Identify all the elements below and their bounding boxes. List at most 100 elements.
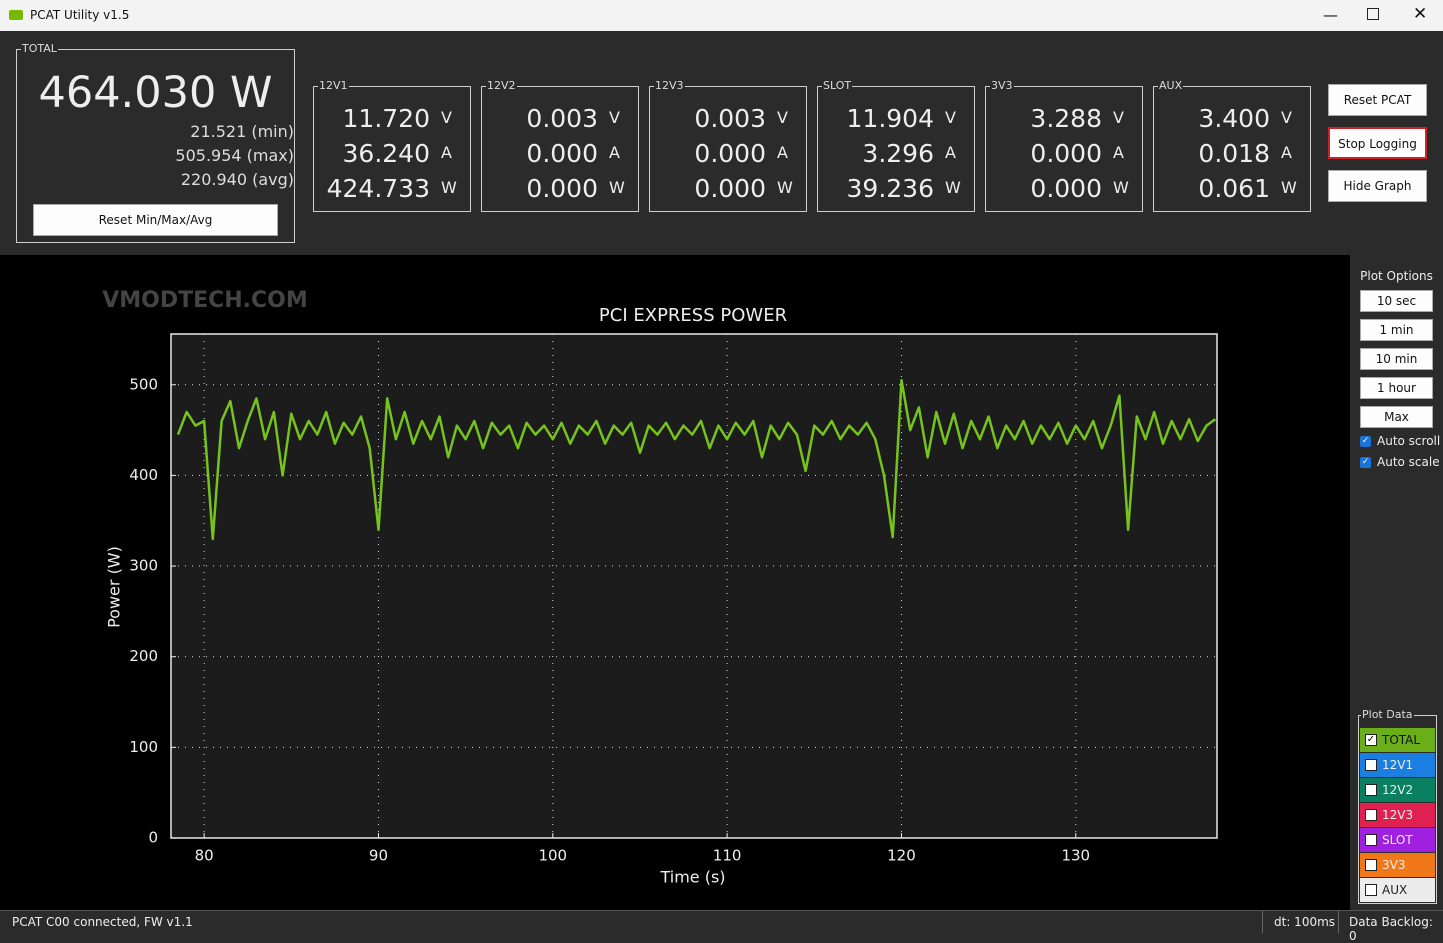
item-label: TOTAL	[1382, 733, 1421, 747]
channel-reading: 3.400	[1198, 104, 1270, 133]
status-backlog: Data Backlog: 0	[1349, 915, 1433, 943]
item-label: 12V1	[1382, 758, 1414, 772]
channel-reading: 0.003	[694, 104, 766, 133]
plot-data-item[interactable]: 12V2	[1360, 778, 1435, 802]
y-tick-label: 200	[129, 647, 158, 665]
chart-title: PCI EXPRESS POWER	[599, 305, 787, 326]
plot-data-item[interactable]: SLOT	[1360, 828, 1435, 852]
channel-reading: 3.296	[862, 139, 934, 168]
channel-name: 12V1	[318, 79, 349, 92]
range-button[interactable]: 10 min	[1360, 348, 1433, 370]
total-min: 21.521 (min)	[190, 122, 294, 141]
channel-box: AUX 3.400 V 0.018 A 0.061 W	[1153, 79, 1311, 212]
action-button[interactable]: Stop Logging	[1328, 127, 1427, 159]
channel-reading: 3.288	[1030, 104, 1102, 133]
power-line	[176, 378, 1217, 541]
channel-unit: A	[1281, 143, 1292, 162]
channel-box: SLOT 11.904 V 3.296 A 39.236 W	[817, 79, 975, 212]
channel-unit: A	[609, 143, 620, 162]
total-avg: 220.940 (avg)	[180, 170, 294, 189]
channel-reading: 424.733	[326, 174, 430, 203]
channel-reading: 0.000	[694, 139, 766, 168]
channel-unit: V	[441, 108, 452, 127]
item-checkbox[interactable]	[1365, 834, 1377, 846]
channel-reading: 11.720	[342, 104, 430, 133]
checkbox-label: Auto scroll	[1377, 434, 1441, 448]
status-bar: PCAT C00 connected, FW v1.1 dt: 100ms Da…	[0, 910, 1443, 943]
chart: PCI EXPRESS POWER Time (s) Power (W) VMO…	[102, 288, 1218, 887]
channel-unit: V	[777, 108, 788, 127]
minimize-button[interactable]: —	[1323, 6, 1338, 24]
x-tick-label: 80	[195, 847, 214, 865]
x-tick-label: 130	[1061, 847, 1090, 865]
item-checkbox[interactable]	[1365, 759, 1377, 771]
channel-unit: A	[441, 143, 452, 162]
plot-data-item[interactable]: 12V3	[1360, 803, 1435, 827]
channel-unit: V	[609, 108, 620, 127]
item-label: AUX	[1382, 883, 1408, 897]
channel-unit: V	[945, 108, 956, 127]
range-button[interactable]: Max	[1360, 406, 1433, 428]
plot-data-item[interactable]: 3V3	[1360, 853, 1435, 877]
channel-unit: W	[945, 178, 961, 197]
channel-unit: W	[777, 178, 793, 197]
channel-box: 3V3 3.288 V 0.000 A 0.000 W	[985, 79, 1143, 212]
channel-unit: W	[441, 178, 457, 197]
plot-data-item[interactable]: 12V1	[1360, 753, 1435, 777]
side-panel: Plot Options 10 sec 1 min 10 min 1 hour Max ✓…	[1350, 255, 1443, 910]
total-max: 505.954 (max)	[175, 146, 294, 165]
item-checkbox[interactable]	[1365, 809, 1377, 821]
channel-reading: 39.236	[846, 174, 934, 203]
channel-box: 12V2 0.003 V 0.000 A 0.000 W	[481, 79, 639, 212]
channel-name: 3V3	[990, 79, 1014, 92]
item-label: SLOT	[1382, 833, 1413, 847]
channel-box: 12V1 11.720 V 36.240 A 424.733 W	[313, 79, 471, 212]
title-bar: PCAT Utility v1.5 — ✕	[0, 0, 1443, 31]
x-tick-label: 90	[369, 847, 388, 865]
close-button[interactable]: ✕	[1413, 4, 1428, 24]
range-button[interactable]: 10 sec	[1360, 290, 1433, 312]
channel-reading: 0.000	[1030, 174, 1102, 203]
channel-unit: W	[1113, 178, 1129, 197]
window-title: PCAT Utility v1.5	[30, 8, 130, 22]
plot-data-item[interactable]: AUX	[1360, 878, 1435, 902]
channel-unit: A	[945, 143, 956, 162]
y-tick-label: 300	[129, 557, 158, 575]
app-icon	[9, 10, 23, 20]
channel-box: 12V3 0.003 V 0.000 A 0.000 W	[649, 79, 807, 212]
range-button[interactable]: 1 hour	[1360, 377, 1433, 399]
channel-reading: 0.000	[526, 174, 598, 203]
channel-unit: V	[1113, 108, 1124, 127]
watermark: VMODTECH.COM	[102, 288, 308, 313]
plot-data-box: Plot Data ✓ TOTAL 12V1 12V2 12V3 SLOT 3V3 AUX	[1358, 708, 1437, 904]
item-checkbox[interactable]	[1365, 859, 1377, 871]
plot-options-title: Plot Options	[1360, 269, 1433, 283]
item-checkbox[interactable]: ✓	[1365, 734, 1377, 746]
channel-unit: A	[1113, 143, 1124, 162]
channel-name: AUX	[1158, 79, 1184, 92]
plot-data-item[interactable]: ✓ TOTAL	[1360, 728, 1435, 752]
plot-frame	[170, 333, 1218, 839]
x-tick-label: 110	[713, 847, 742, 865]
action-button[interactable]: Hide Graph	[1328, 170, 1427, 202]
channel-reading: 0.061	[1198, 174, 1270, 203]
item-label: 12V2	[1382, 783, 1414, 797]
channel-reading: 0.000	[1030, 139, 1102, 168]
status-connection: PCAT C00 connected, FW v1.1	[12, 915, 193, 929]
plot-data-title: Plot Data	[1361, 708, 1414, 721]
reset-button[interactable]: Reset Min/Max/Avg	[33, 204, 278, 236]
item-checkbox[interactable]	[1365, 884, 1377, 896]
y-tick-label: 400	[129, 466, 158, 484]
checkbox[interactable]: ✓	[1360, 457, 1371, 468]
x-tick-label: 120	[887, 847, 916, 865]
y-tick-label: 100	[129, 738, 158, 756]
checkbox-label: Auto scale	[1377, 455, 1440, 469]
checkbox[interactable]: ✓	[1360, 436, 1371, 447]
maximize-button[interactable]	[1367, 8, 1379, 20]
item-checkbox[interactable]	[1365, 784, 1377, 796]
y-axis-label: Power (W)	[105, 546, 124, 628]
range-button[interactable]: 1 min	[1360, 319, 1433, 341]
action-button[interactable]: Reset PCAT	[1328, 84, 1427, 116]
item-label: 3V3	[1382, 858, 1406, 872]
